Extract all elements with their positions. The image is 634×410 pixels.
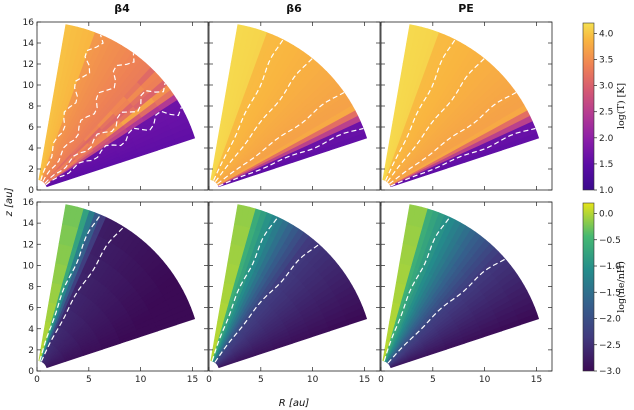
x-tick-label: 0 <box>34 375 40 385</box>
heat-cell <box>234 204 245 226</box>
colorbar-tick-label: 2.0 <box>599 134 614 144</box>
colorbar-tick-label: 3.5 <box>599 56 613 66</box>
y-tick-label: 16 <box>23 198 35 208</box>
y-tick-label: 14 <box>23 219 35 229</box>
x-tick-label: 15 <box>531 375 542 385</box>
colorbar-temperature: 1.0 1.5 2.0 2.5 3.0 3.5 4.0 log(T) [K] <box>582 22 627 196</box>
panels-group: 0 2 4 6 8 10 12 14 16 0 5 10 15 0 2 4 6 8 10 12 14 16 0 5 10 15 0 5… <box>23 18 553 385</box>
colorbar-tick-label: 4.0 <box>599 29 614 39</box>
x-tick-label: 0 <box>378 375 384 385</box>
contour-line <box>386 58 485 183</box>
colorbar-tick-label: 2.5 <box>599 108 613 118</box>
colorbar-tick-label: −2.5 <box>599 341 621 351</box>
y-tick-label: 6 <box>28 123 34 133</box>
y-tick-label: 12 <box>23 60 34 70</box>
y-axis-label: z [au] <box>4 188 15 218</box>
contour-line <box>383 216 451 362</box>
contour-line <box>212 39 284 181</box>
x-tick-label: 15 <box>359 375 370 385</box>
panel-r1-c3 <box>380 21 553 191</box>
colorbar-tick-label: 1.0 <box>599 186 614 196</box>
heat-cell <box>406 24 417 46</box>
x-tick-label: 15 <box>187 375 198 385</box>
heat-cell <box>234 24 245 46</box>
panel-title-beta6: β6 <box>286 2 302 15</box>
contour-line <box>40 226 125 362</box>
x-tick-label: 0 <box>206 375 212 385</box>
x-axis-label: R [au] <box>279 398 309 409</box>
colorbar-tick-label: −2.0 <box>599 315 621 325</box>
panel-title-pe: PE <box>458 2 474 15</box>
x-tick-label: 10 <box>307 375 319 385</box>
x-tick-label: 5 <box>86 375 92 385</box>
y-tick-label: 2 <box>28 165 34 175</box>
contour-line <box>387 258 506 364</box>
y-tick-label: 0 <box>28 367 34 377</box>
colorbar-tick-label: −0.5 <box>599 236 621 246</box>
colorbar-electron-fraction: 0.0 −0.5 −1.0 −1.5 −2.0 −2.5 −3.0 log(ne/nH) <box>582 202 627 377</box>
x-tick-label: 5 <box>430 375 436 385</box>
contour-line <box>39 214 102 362</box>
heat-cell <box>62 24 73 46</box>
contour-line <box>42 53 135 182</box>
heat-cell <box>62 204 73 226</box>
panel-title-beta4: β4 <box>114 2 130 15</box>
y-tick-label: 8 <box>28 102 34 112</box>
y-tick-label: 2 <box>28 346 34 356</box>
colorbar-tick-label: 3.0 <box>599 82 614 92</box>
contour-line <box>217 91 345 185</box>
y-tick-label: 16 <box>23 18 35 28</box>
colorbar-tick-label: 1.5 <box>599 160 613 170</box>
y-tick-label: 4 <box>28 144 34 154</box>
colorbar-tick-label: 0.0 <box>599 210 614 220</box>
y-tick-label: 14 <box>23 39 35 49</box>
y-tick-label: 8 <box>28 283 34 293</box>
contour-line <box>214 58 313 183</box>
panel-r1-c2 <box>208 21 381 191</box>
contour-line <box>45 107 182 186</box>
contour-line <box>218 127 364 187</box>
panel-r2-c1: 0 5 10 15 0 2 4 6 8 10 12 14 16 <box>23 198 209 385</box>
panel-r2-c3: 0 5 10 15 <box>378 201 553 385</box>
x-tick-label: 10 <box>479 375 491 385</box>
contour-line <box>389 91 517 185</box>
contour-line <box>44 83 166 184</box>
contour-line <box>214 244 320 363</box>
y-tick-label: 12 <box>23 240 34 250</box>
y-tick-label: 4 <box>28 325 34 335</box>
heat-cell <box>406 204 417 226</box>
y-tick-label: 6 <box>28 304 34 314</box>
x-tick-label: 5 <box>258 375 264 385</box>
colorbar-tick-label: −3.0 <box>599 367 621 377</box>
x-tick-label: 10 <box>135 375 147 385</box>
y-tick-label: 0 <box>28 186 34 196</box>
colorbar-tick-label: −1.0 <box>599 262 621 272</box>
contour-line <box>40 34 104 181</box>
contour-line <box>384 39 456 181</box>
contour-line <box>390 127 536 187</box>
panel-r1-c1: 0 2 4 6 8 10 12 14 16 <box>23 18 209 196</box>
colorbar-tick-label: −1.5 <box>599 288 621 298</box>
colorbar-label-electron-fraction: log(ne/nH) <box>616 261 627 313</box>
colorbar-label-temperature: log(T) [K] <box>616 83 627 129</box>
y-tick-label: 10 <box>23 81 35 91</box>
panel-r2-c2: 0 5 10 15 <box>206 201 381 385</box>
contour-line <box>211 216 279 362</box>
y-tick-label: 10 <box>23 261 35 271</box>
